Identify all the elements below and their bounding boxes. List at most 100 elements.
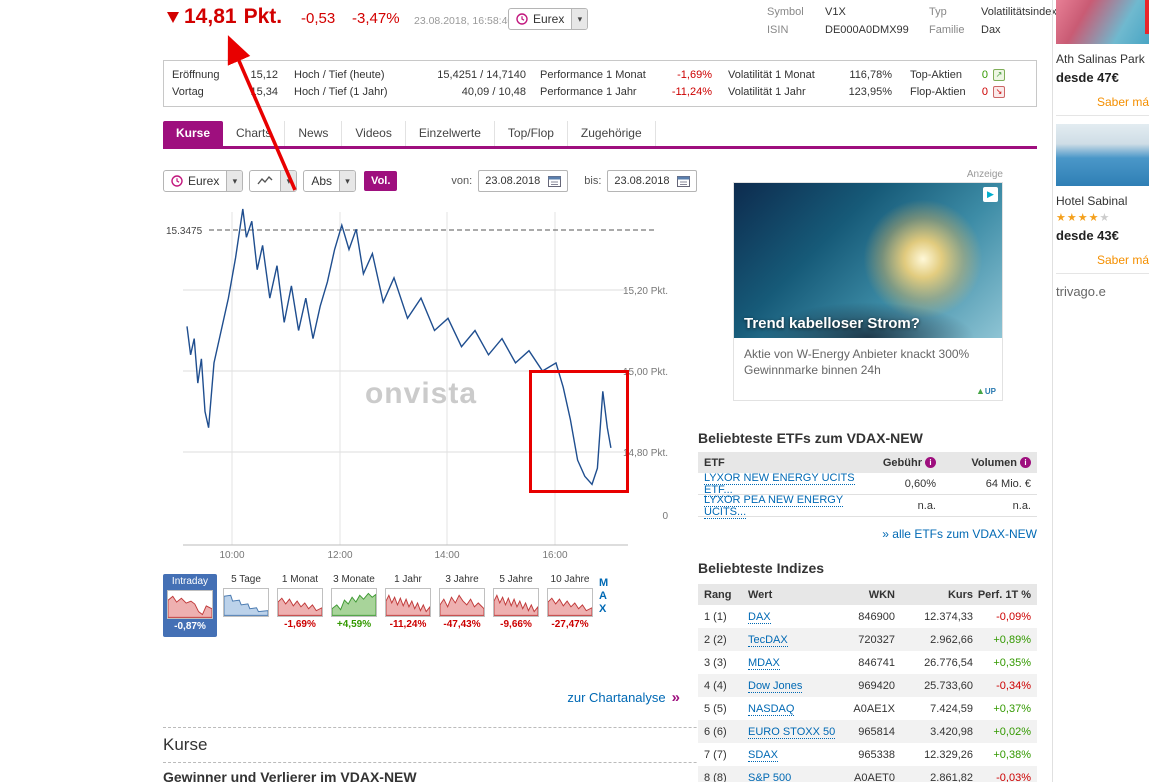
hotel-photo[interactable]	[1056, 124, 1149, 186]
etf-link[interactable]: LYXOR NEW ENERGY UCITS ETF...	[704, 471, 855, 497]
flop-aktien-value[interactable]: 0	[981, 86, 988, 98]
volumen-col-header: Volumen i	[936, 457, 1031, 469]
chart-exchange-selector[interactable]: Eurex ▾	[163, 170, 244, 192]
date-from-input[interactable]: 23.08.2018	[478, 170, 569, 192]
period-3-jahre[interactable]: 3 Jahre -47,43%	[437, 574, 487, 632]
familie-label: Familie	[929, 24, 965, 36]
saber-mas-link[interactable]: Saber má	[1096, 253, 1149, 267]
caret-down-icon[interactable]: ▾	[280, 171, 297, 191]
tab-zugehoerige[interactable]: Zugehörige	[568, 121, 656, 146]
xtick-14: 14:00	[434, 550, 459, 561]
tab-einzelwerte[interactable]: Einzelwerte	[406, 121, 495, 146]
all-etfs-link[interactable]: » alle ETFs zum VDAX-NEW	[882, 527, 1037, 541]
hotel-name: Ath Salinas Park	[1056, 52, 1145, 66]
indizes-section-heading: Beliebteste Indizes	[698, 560, 825, 576]
ytick-1520: 15,20 Pkt.	[623, 286, 668, 297]
period-max[interactable]: M A X	[599, 577, 609, 615]
index-link[interactable]: DAX	[748, 610, 771, 624]
index-link[interactable]: MDAX	[748, 656, 780, 670]
scale-selector[interactable]: Abs ▾	[303, 170, 357, 192]
top-aktien-value[interactable]: 0	[981, 69, 988, 81]
index-row: 8 (8) S&P 500 A0AET0 2.861,82 -0,03%	[698, 766, 1037, 782]
caret-down-icon[interactable]: ▾	[339, 171, 356, 191]
info-icon[interactable]: i	[925, 457, 936, 468]
tab-videos[interactable]: Videos	[342, 121, 406, 146]
period-5-jahre[interactable]: 5 Jahre -9,66%	[491, 574, 541, 632]
hotel-price: desde 47€	[1056, 70, 1119, 85]
current-price: 14,81 Pkt.	[184, 5, 282, 29]
performance-1jahr-value: -11,24%	[671, 86, 712, 98]
trivago-brand[interactable]: trivago.e	[1056, 284, 1106, 299]
exchange-selector[interactable]: Eurex ▾	[508, 8, 589, 30]
tab-charts[interactable]: Charts	[223, 121, 286, 146]
tab-news[interactable]: News	[285, 121, 343, 146]
index-row: 5 (5) NASDAQ A0AE1X 7.424,59 +0,37%	[698, 697, 1037, 720]
etf-table-header: ETF Gebühr i Volumen i	[698, 452, 1037, 473]
index-row: 7 (7) SDAX 965338 12.329,26 +0,38%	[698, 743, 1037, 766]
volume-toggle-button[interactable]: Vol.	[364, 171, 398, 191]
gebuehr-col-header: Gebühr i	[856, 457, 936, 469]
saber-mas-link[interactable]: Saber má	[1096, 95, 1149, 109]
etf-link[interactable]: LYXOR PEA NEW ENERGY UCITS...	[704, 493, 844, 519]
caret-down-icon[interactable]: ▾	[226, 171, 243, 191]
caret-down-icon[interactable]: ▾	[571, 9, 588, 29]
exchange-label: Eurex	[533, 12, 565, 26]
index-link[interactable]: S&P 500	[748, 771, 792, 782]
gewinner-verlierer-heading: Gewinner und Verlierer im VDAX-NEW	[163, 769, 417, 782]
flop-aktien-down-icon: ↘	[993, 86, 1005, 98]
hotel-price: desde 43€	[1056, 228, 1119, 243]
index-link[interactable]: Dow Jones	[748, 679, 803, 693]
volatilitaet-1monat-value: 116,78%	[849, 69, 892, 81]
hoch-tief-heute-value: 15,4251 / 14,7140	[437, 69, 526, 81]
xtick-10: 10:00	[219, 550, 244, 561]
period-5-tage[interactable]: 5 Tage	[221, 574, 271, 632]
index-link[interactable]: TecDAX	[748, 633, 788, 647]
ad-network-logo: ▲UP	[975, 386, 996, 396]
period-1-jahr[interactable]: 1 Jahr -11,24%	[383, 574, 433, 632]
intraday-chart[interactable]: onvista 15.3475 15,20 Pkt. 15,00 Pkt. 14…	[163, 198, 700, 566]
etf-col-header: ETF	[704, 456, 725, 469]
change-absolute: -0,53	[301, 10, 336, 27]
display-ad[interactable]: ▶ Trend kabelloser Strom? Aktie von W-En…	[733, 182, 1003, 401]
period-intraday[interactable]: Intraday -0,87%	[163, 574, 217, 637]
etf-row: LYXOR NEW ENERGY UCITS ETF... 0,60% 64 M…	[698, 471, 1037, 497]
lightbulb-glow	[862, 198, 983, 319]
hotel-photo[interactable]	[1056, 0, 1149, 44]
volatilitaet-1monat-label: Volatilität 1 Monat	[728, 69, 815, 81]
volatilitaet-1jahr-label: Volatilität 1 Jahr	[728, 86, 806, 98]
date-to-input[interactable]: 23.08.2018	[607, 170, 698, 192]
onvista-watermark: onvista	[365, 377, 477, 410]
eroeffnung-label: Eröffnung	[172, 69, 220, 81]
ad-body-text: Aktie von W-Energy Anbieter knackt 300% …	[744, 347, 970, 377]
period-1-monat[interactable]: 1 Monat -1,69%	[275, 574, 325, 632]
kurse-section-heading: Kurse	[163, 735, 208, 754]
calendar-icon[interactable]	[677, 175, 691, 187]
chartanalyse-link[interactable]: zur Chartanalyse	[567, 690, 666, 705]
adchoices-icon[interactable]: ▶	[983, 187, 998, 202]
chartanalyse-row: zur Chartanalyse »	[480, 689, 680, 706]
instrument-meta: Symbol V1X Typ Volatilitätsindex ISIN DE…	[767, 6, 1057, 36]
rail-divider	[1052, 0, 1053, 782]
performance-1monat-value: -1,69%	[677, 69, 712, 81]
previous-close-label: 15.3475	[166, 226, 203, 237]
von-label: von:	[451, 175, 473, 187]
indizes-table-header: Rang Wert WKN Kurs Perf. 1T %	[698, 584, 1037, 605]
edge-marker	[1145, 0, 1149, 34]
index-link[interactable]: SDAX	[748, 748, 778, 762]
index-link[interactable]: NASDAQ	[748, 702, 795, 716]
info-icon[interactable]: i	[1020, 457, 1031, 468]
tab-top-flop[interactable]: Top/Flop	[495, 121, 568, 146]
calendar-icon[interactable]	[548, 175, 562, 187]
index-link[interactable]: EURO STOXX 50	[748, 725, 836, 739]
chart-type-selector[interactable]: ▾	[249, 170, 298, 192]
hoch-tief-1jahr-label: Hoch / Tief (1 Jahr)	[294, 86, 388, 98]
tab-kurse[interactable]: Kurse	[163, 121, 224, 146]
ad-headline: Trend kabelloser Strom?	[744, 315, 920, 332]
hotel-name: Hotel Sabinal	[1056, 194, 1128, 208]
isin-label: ISIN	[767, 24, 789, 36]
period-3-monate[interactable]: 3 Monate +4,59%	[329, 574, 379, 632]
date-from-value: 23.08.2018	[485, 175, 541, 187]
period-10-jahre[interactable]: 10 Jahre -27,47%	[545, 574, 595, 632]
sparkline-1-jahr	[385, 588, 431, 617]
